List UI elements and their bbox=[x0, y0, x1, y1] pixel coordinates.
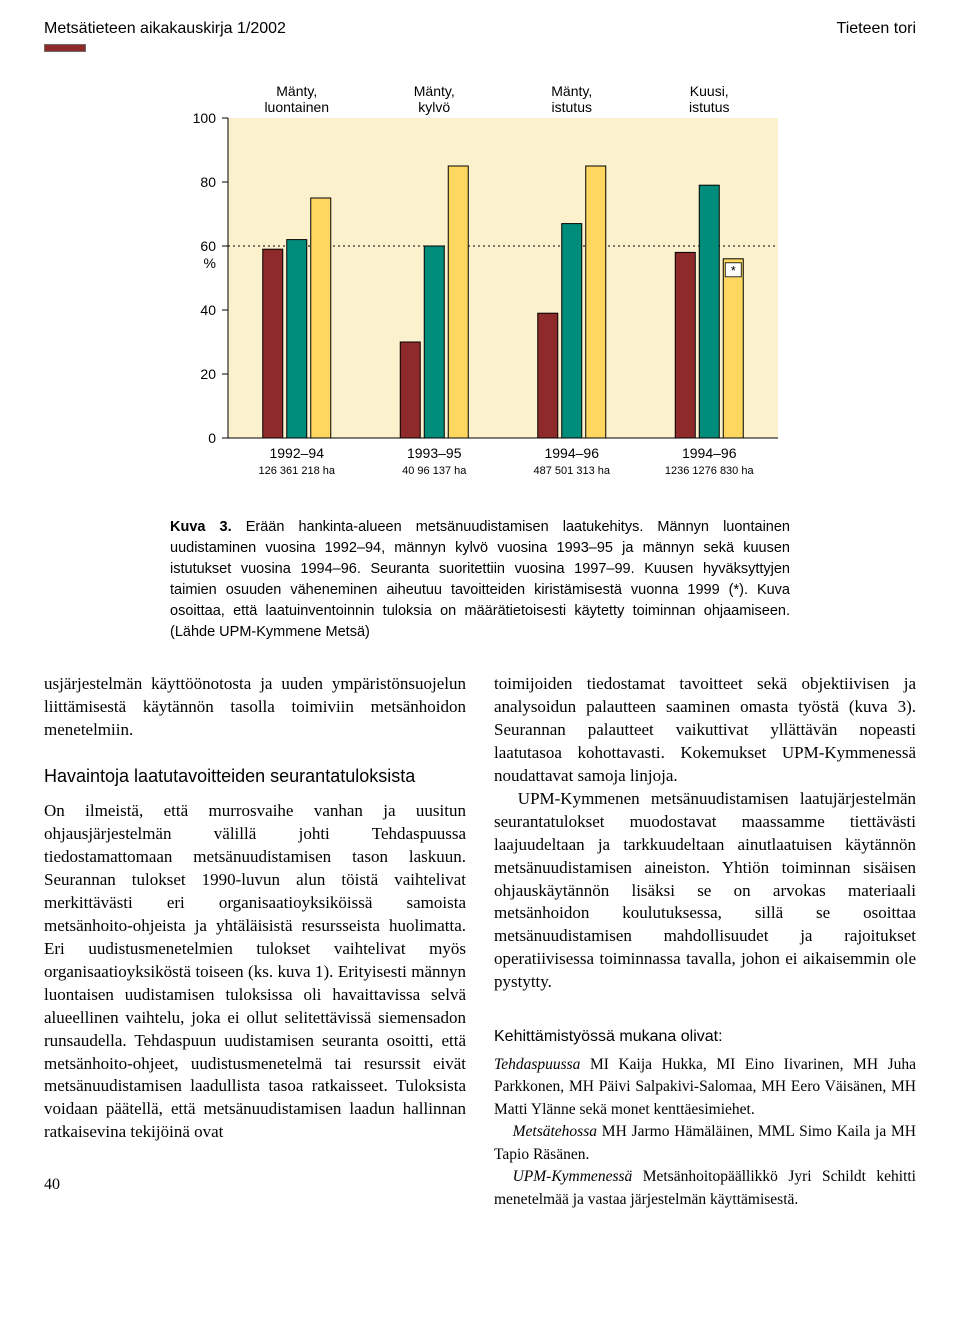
credits-item: Tehdaspuussa MI Kaija Hukka, MI Eino Iiv… bbox=[494, 1054, 916, 1121]
svg-text:40 96 137 ha: 40 96 137 ha bbox=[402, 465, 467, 477]
svg-text:100: 100 bbox=[193, 110, 217, 126]
header-ornament-bar bbox=[44, 44, 86, 52]
section-name: Tieteen tori bbox=[837, 20, 916, 38]
svg-text:126 361 218 ha: 126 361 218 ha bbox=[259, 465, 336, 477]
svg-text:60: 60 bbox=[200, 238, 216, 254]
svg-text:Mänty,: Mänty, bbox=[276, 83, 317, 99]
right-paragraph-1: toimijoiden tiedostamat tavoitteet sekä … bbox=[494, 673, 916, 788]
right-paragraph-2: UPM-Kymmenen metsänuudistamisen laatujär… bbox=[494, 788, 916, 994]
svg-text:40: 40 bbox=[200, 302, 216, 318]
svg-text:1992–94: 1992–94 bbox=[269, 445, 324, 461]
svg-text:20: 20 bbox=[200, 366, 216, 382]
svg-text:Kuusi,: Kuusi, bbox=[690, 83, 729, 99]
svg-text:0: 0 bbox=[208, 430, 216, 446]
svg-text:1993–95: 1993–95 bbox=[407, 445, 462, 461]
svg-text:*: * bbox=[731, 263, 736, 278]
caption-text: Erään hankinta-alueen metsänuudistamisen… bbox=[170, 519, 790, 640]
right-column: toimijoiden tiedostamat tavoitteet sekä … bbox=[494, 673, 916, 1211]
left-intro-paragraph: usjärjestelmän käyttöönotosta ja uuden y… bbox=[44, 673, 466, 742]
left-main-paragraph: On ilmeistä, että murrosvaihe vanhan ja … bbox=[44, 800, 466, 1144]
running-header: Metsätieteen aikakauskirja 1/2002 Tietee… bbox=[44, 20, 916, 38]
svg-text:Mänty,: Mänty, bbox=[414, 83, 455, 99]
svg-text:80: 80 bbox=[200, 174, 216, 190]
credits-list: Tehdaspuussa MI Kaija Hukka, MI Eino Iiv… bbox=[494, 1054, 916, 1211]
caption-label: Kuva 3. bbox=[170, 519, 232, 535]
credits-heading: Kehittämistyössä mukana olivat: bbox=[494, 1026, 916, 1048]
figure3-chart: 020406080100%Mänty,luontainen1992–94126 … bbox=[170, 78, 790, 498]
svg-text:1994–96: 1994–96 bbox=[682, 445, 737, 461]
left-subheading: Havaintoja laatutavoitteiden seurantatul… bbox=[44, 764, 466, 788]
credits-item: Metsätehossa MH Jarmo Hämäläinen, MML Si… bbox=[494, 1121, 916, 1166]
svg-text:Mänty,: Mänty, bbox=[551, 83, 592, 99]
svg-text:%: % bbox=[204, 255, 216, 271]
svg-text:luontainen: luontainen bbox=[264, 99, 329, 115]
body-columns: usjärjestelmän käyttöönotosta ja uuden y… bbox=[44, 673, 916, 1211]
credits-item: UPM-Kymmenessä Metsänhoitopäällikkö Jyri… bbox=[494, 1166, 916, 1211]
left-column: usjärjestelmän käyttöönotosta ja uuden y… bbox=[44, 673, 466, 1211]
credits-source: Metsätehossa bbox=[513, 1123, 597, 1140]
page-number: 40 bbox=[44, 1174, 466, 1196]
svg-text:1994–96: 1994–96 bbox=[544, 445, 599, 461]
journal-issue: Metsätieteen aikakauskirja 1/2002 bbox=[44, 20, 286, 38]
svg-text:istutus: istutus bbox=[689, 99, 729, 115]
svg-text:kylvö: kylvö bbox=[418, 99, 450, 115]
svg-text:istutus: istutus bbox=[552, 99, 592, 115]
credits-source: Tehdaspuussa bbox=[494, 1056, 580, 1073]
credits-source: UPM-Kymmenessä bbox=[513, 1168, 633, 1185]
svg-text:487 501 313 ha: 487 501 313 ha bbox=[534, 465, 611, 477]
figure3-caption: Kuva 3. Erään hankinta-alueen metsänuudi… bbox=[170, 517, 790, 643]
svg-text:1236 1276 830 ha: 1236 1276 830 ha bbox=[665, 465, 755, 477]
figure3-block: 020406080100%Mänty,luontainen1992–94126 … bbox=[170, 78, 790, 643]
